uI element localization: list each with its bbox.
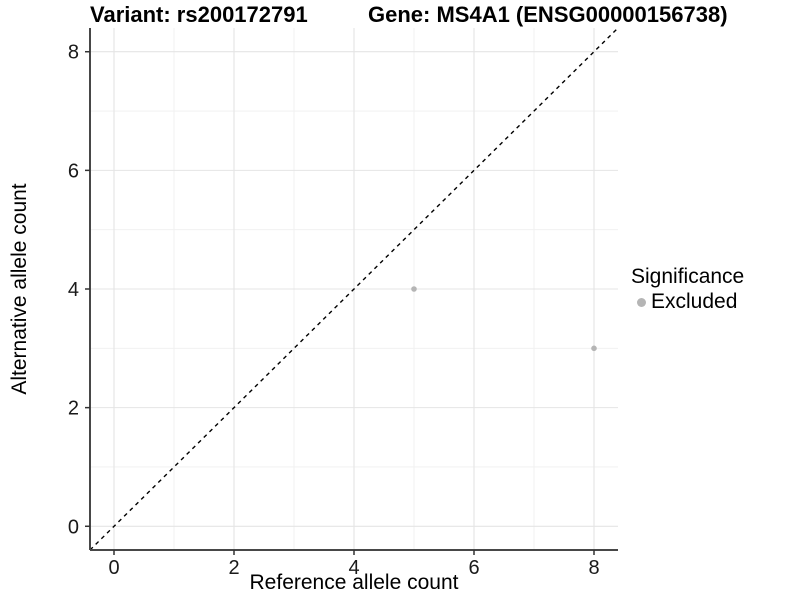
x-tick-label: 4 (348, 557, 359, 579)
y-tick-label: 8 (68, 42, 79, 64)
identity-reference-line (89, 27, 619, 551)
legend-item: Excluded (629, 290, 744, 314)
gene-title: Gene: MS4A1 (ENSG00000156738) (368, 2, 728, 27)
x-tick-label: 0 (108, 557, 119, 579)
variant-title: Variant: rs200172791 (90, 2, 308, 27)
x-tick-label: 6 (468, 557, 479, 579)
x-tick-label: 8 (588, 557, 599, 579)
y-tick-label: 6 (68, 160, 79, 182)
legend-point-swatch (637, 297, 646, 307)
data-point (411, 286, 417, 292)
legend-title: Significance (631, 265, 745, 288)
x-axis-title: Reference allele count (249, 571, 459, 594)
legend-item-label: Excluded (651, 290, 738, 313)
y-tick-label: 4 (68, 279, 79, 301)
y-axis-title: Alternative allele count (8, 183, 31, 395)
x-tick-label: 2 (228, 557, 239, 579)
y-tick-label: 0 (68, 516, 79, 538)
legend: Significance Excluded (629, 265, 744, 314)
data-point (591, 345, 597, 352)
y-tick-label: 2 (68, 398, 79, 420)
